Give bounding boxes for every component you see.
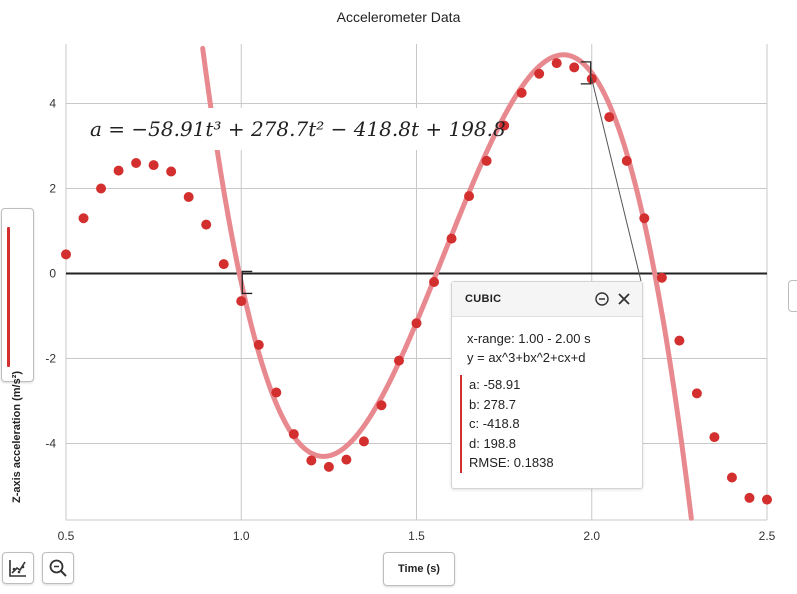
data-point (201, 219, 212, 230)
fit-range-brackets (241, 61, 592, 295)
data-point (709, 432, 720, 443)
fit-panel[interactable]: CUBIC x-range: 1.00 - 2.00 s y = ax^3+bx… (451, 281, 643, 489)
data-point (534, 68, 545, 79)
series-color-stripe (7, 227, 10, 367)
data-point (183, 192, 194, 202)
y-tick-label: 0 (49, 267, 56, 281)
x-tick-label: 1.0 (233, 529, 250, 543)
data-point (481, 155, 492, 166)
data-point (639, 213, 650, 224)
graph-fit-button[interactable] (2, 552, 34, 584)
data-point (691, 388, 702, 399)
fit-equation: a = −58.91t³ + 278.7t² − 418.8t + 198.8 (80, 108, 506, 150)
range-start-bracket (241, 270, 253, 295)
fit-params: a: -58.91 b: 278.7 c: -418.8 d: 198.8 RM… (460, 375, 554, 473)
data-point (551, 58, 562, 69)
y-tick-label: -4 (45, 437, 56, 451)
data-point (218, 259, 229, 270)
fit-rmse: RMSE: 0.1838 (469, 455, 554, 470)
y-tick-label: 2 (49, 182, 56, 196)
fit-curve (200, 45, 694, 521)
x-tick-label: 1.5 (408, 529, 425, 543)
minimize-icon[interactable] (595, 292, 609, 306)
data-point (253, 339, 264, 350)
data-point (621, 155, 632, 166)
fit-param-c: c: -418.8 (469, 416, 520, 431)
data-point (306, 455, 317, 466)
fit-panel-header: CUBIC (452, 282, 642, 317)
data-point (61, 249, 71, 260)
data-point (411, 318, 422, 329)
data-point (656, 272, 667, 283)
x-tick-label: 0.5 (58, 529, 75, 543)
data-point (429, 277, 440, 287)
data-point (464, 191, 475, 202)
data-point (762, 494, 772, 505)
data-point (744, 492, 755, 503)
data-point (148, 160, 159, 171)
x-axis-selector-button[interactable]: Time (s) (383, 552, 455, 586)
y-tick-label: -2 (45, 352, 56, 366)
fit-panel-title: CUBIC (465, 293, 502, 305)
data-point (131, 158, 142, 168)
data-point (604, 112, 615, 123)
data-point (341, 454, 352, 465)
tick-labels: 0.5 1.0 1.5 2.0 2.5 -4 -2 0 2 4 (45, 97, 775, 544)
data-point (358, 436, 369, 447)
data-point (78, 213, 89, 224)
data-point (271, 387, 282, 398)
fit-info: x-range: 1.00 - 2.00 s y = ax^3+bx^2+cx+… (467, 329, 591, 367)
data-point (166, 166, 177, 177)
data-points (61, 58, 772, 505)
data-point (446, 233, 457, 244)
data-point (96, 183, 107, 194)
data-point (393, 355, 404, 366)
y-axis-selector-button[interactable]: Z-axis acceleration (m/s²) (1, 208, 34, 503)
y-tick-label: 4 (49, 97, 56, 111)
x-tick-label: 2.5 (759, 529, 776, 543)
chart-title: Accelerometer Data (336, 9, 461, 25)
zoom-icon (49, 559, 67, 577)
close-icon[interactable] (617, 292, 631, 306)
data-point (113, 165, 124, 176)
range-end-bracket (580, 61, 592, 85)
data-point (323, 461, 334, 472)
data-point (726, 472, 737, 483)
data-point (499, 120, 510, 131)
data-point (288, 429, 299, 440)
y-axis-label: Z-axis acceleration (m/s²) (11, 370, 23, 503)
data-point (516, 87, 527, 98)
fit-x-range: x-range: 1.00 - 2.00 s (467, 331, 591, 346)
zoom-button[interactable] (42, 552, 74, 584)
graph-fit-icon (9, 560, 26, 577)
right-panel-toggle[interactable] (788, 280, 797, 312)
data-point (569, 62, 580, 73)
data-point (236, 296, 247, 307)
fit-formula: y = ax^3+bx^2+cx+d (467, 350, 586, 365)
data-point (674, 335, 685, 346)
fit-param-d: d: 198.8 (469, 435, 516, 451)
x-tick-label: 2.0 (583, 529, 600, 543)
fit-param-a: a: -58.91 (469, 377, 521, 392)
data-point (376, 400, 387, 411)
fit-param-b: b: 278.7 (469, 396, 516, 412)
panel-leader-line (590, 74, 642, 282)
